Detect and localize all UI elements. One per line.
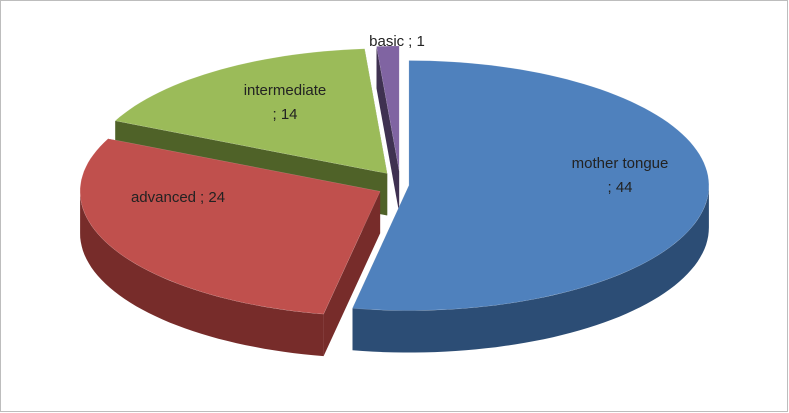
data-label: intermediate ; 14 [244,82,327,123]
slice [79,138,381,315]
slice [352,60,710,311]
slice-outer-wall [352,185,709,353]
data-label-value: ; 24 [200,189,225,206]
data-label: advanced; 24 [131,189,225,206]
data-label-category: mother tongue [572,155,669,172]
slice-outer-wall [80,191,324,357]
data-label-category: basic [369,33,405,50]
data-label-value: ; 44 [607,179,632,196]
data-label-category: advanced [131,189,196,206]
data-label: basic; 1 [369,33,425,50]
data-label-value: ; 1 [408,33,425,50]
data-label: mother tongue ; 44 [572,155,669,196]
slice-side-wall [376,46,400,214]
data-label-category: intermediate [244,82,327,99]
slice [376,45,400,172]
slice [114,48,388,174]
slice-side-wall [323,191,381,357]
data-label-value: ; 14 [272,106,297,123]
